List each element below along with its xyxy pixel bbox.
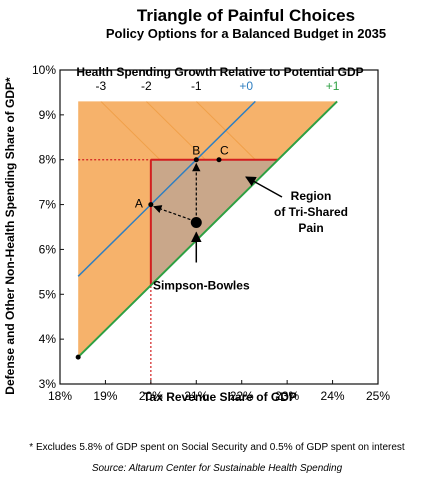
data-point-simpson-bowles — [190, 217, 202, 229]
arrow-to-A — [153, 205, 191, 221]
x-axis-label: Tax Revenue Share of GDP — [143, 390, 297, 404]
x-tick-label: 24% — [321, 389, 345, 403]
top-tick-label: -1 — [191, 79, 202, 93]
arrow-region-label — [245, 176, 283, 198]
x-tick-label: 21% — [184, 389, 208, 403]
data-point-endpoint — [75, 354, 81, 360]
x-tick-label: 23% — [275, 389, 299, 403]
x-tick-label: 20% — [139, 389, 163, 403]
series-line-plus0 — [77, 100, 256, 277]
point-label-A: A — [135, 197, 143, 211]
top-tick-label: -3 — [96, 79, 107, 93]
y-axis-label: Defense and Other Non-Health Spending Sh… — [3, 77, 17, 395]
y-tick-label: 9% — [39, 108, 57, 122]
y-tick-label: 6% — [39, 242, 57, 256]
y-tick-label: 4% — [39, 332, 57, 346]
y-tick-label: 7% — [39, 198, 57, 212]
chart-title: Triangle of Painful Choices — [137, 6, 355, 25]
y-tick-label: 5% — [39, 287, 57, 301]
region-label-line: of Tri-Shared — [274, 205, 348, 219]
y-tick-label: 10% — [32, 63, 56, 77]
chart-subtitle: Policy Options for a Balanced Budget in … — [106, 26, 386, 41]
top-tick-label: -2 — [141, 79, 152, 93]
point-label-simpson-bowles: Simpson-Bowles — [153, 279, 250, 293]
plot-frame — [59, 69, 379, 385]
source-note: Source: Altarum Center for Sustainable H… — [92, 463, 343, 474]
x-tick-label: 25% — [366, 389, 390, 403]
region-label-line: Pain — [298, 221, 323, 235]
point-label-B: B — [192, 144, 200, 158]
x-tick-label: 22% — [230, 389, 254, 403]
y-tick-label: 3% — [39, 377, 57, 391]
top-tick-label: +1 — [326, 79, 340, 93]
y-tick-label: 8% — [39, 153, 57, 167]
top-axis-label: Health Spending Growth Relative to Poten… — [76, 65, 363, 79]
data-point-a — [148, 202, 154, 208]
footnote: * Excludes 5.8% of GDP spent on Social S… — [29, 442, 405, 453]
x-tick-label: 19% — [93, 389, 117, 403]
series-line-plus1 — [77, 100, 338, 358]
plot-area: 18% 19% 20% 21% 22% 23% 24% 25% 3% 4% 5% 6% 7% 8% 9% 10… — [32, 63, 390, 403]
top-tick-label: +0 — [239, 79, 253, 93]
x-tick-label: 18% — [48, 389, 72, 403]
data-point-c — [216, 157, 222, 163]
region-label-line: Region — [291, 189, 332, 203]
point-label-C: C — [220, 144, 229, 158]
diagonal-line — [195, 101, 338, 358]
data-point-b — [193, 157, 199, 163]
